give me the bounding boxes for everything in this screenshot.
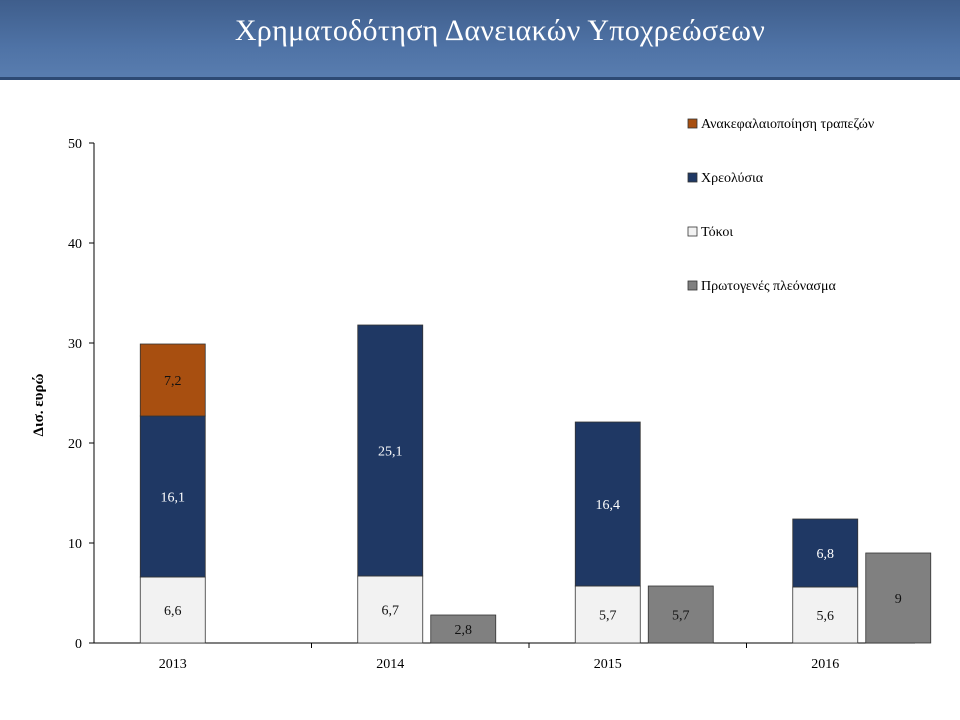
data-label: 7,2	[164, 374, 182, 389]
side-bar	[865, 552, 932, 644]
legend-label: Τόκοι	[701, 225, 733, 240]
data-label: 5,6	[817, 609, 835, 624]
legend-swatch	[687, 118, 698, 129]
legend-label: Πρωτογενές πλεόνασμα	[701, 279, 836, 294]
legend-swatch	[687, 226, 698, 237]
bar-segment	[139, 343, 206, 417]
title-bar	[0, 0, 960, 80]
data-label: 6,6	[164, 604, 182, 619]
data-label: 25,1	[378, 445, 403, 460]
data-label: 5,7	[599, 609, 617, 624]
y-tick-label: 10	[68, 537, 82, 552]
bar-segment	[139, 576, 206, 644]
legend-swatch	[687, 172, 698, 183]
legend-label: Χρεολύσια	[701, 171, 764, 186]
data-label: 6,8	[817, 547, 835, 562]
data-label: 9	[895, 592, 902, 607]
data-label: 6,7	[382, 604, 400, 619]
data-label: 16,1	[161, 491, 186, 506]
page-title: Χρηματοδότηση Δανειακών Υποχρεώσεων	[234, 14, 766, 47]
bar-segment	[139, 415, 206, 578]
y-axis-title: Δισ. ευρώ	[31, 374, 47, 437]
bar-segment	[357, 575, 424, 644]
title-bar-accent	[0, 77, 960, 80]
data-label: 16,4	[596, 498, 621, 513]
data-label: 5,7	[672, 609, 690, 624]
y-tick-label: 50	[68, 137, 82, 152]
side-bar	[647, 585, 714, 644]
bar-segment	[357, 324, 424, 577]
legend-label: Ανακεφαλαιοποίηση τραπεζών	[701, 117, 874, 132]
x-tick-label: 2013	[159, 657, 187, 672]
x-tick-label: 2014	[376, 657, 404, 672]
y-tick-label: 40	[68, 237, 82, 252]
y-tick-label: 0	[75, 637, 82, 652]
y-tick-label: 20	[68, 437, 82, 452]
side-bar	[430, 614, 497, 644]
bar-segment	[574, 585, 641, 644]
data-label: 2,8	[455, 623, 473, 638]
x-tick-label: 2015	[594, 657, 622, 672]
x-tick-label: 2016	[811, 657, 839, 672]
bar-segment	[574, 421, 641, 587]
legend-swatch	[687, 280, 698, 291]
y-tick-label: 30	[68, 337, 82, 352]
bar-segment	[792, 518, 859, 588]
